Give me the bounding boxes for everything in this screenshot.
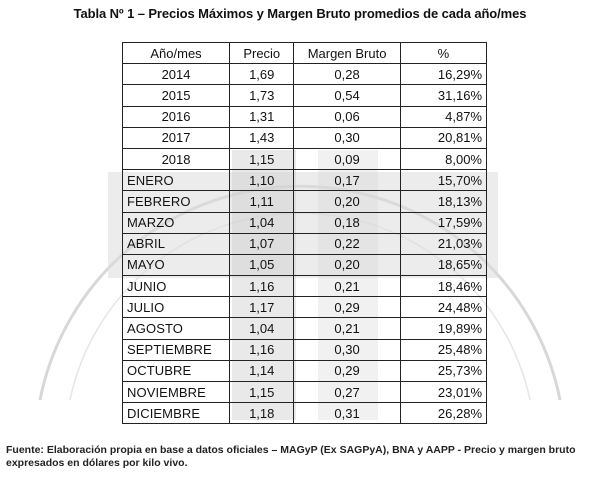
cell-price: 1,43 [229,126,295,149]
cell-period: ABRIL [121,232,231,255]
cell-percent: 18,46% [399,275,488,298]
table-title: Tabla Nº 1 – Precios Máximos y Margen Br… [73,6,527,21]
cell-period: ENERO [121,169,231,192]
table-row: 2014 1,69 0,28 16,29% [121,63,488,86]
cell-price: 1,31 [229,105,295,128]
cell-price: 1,16 [229,275,295,298]
cell-percent: 24,48% [399,296,488,319]
table-body: 2014 1,69 0,28 16,29% 2015 1,73 0,54 31,16% 2016… [121,63,488,425]
cell-gross-margin: 0,20 [293,190,401,213]
table-row: ABRIL 1,07 0,22 21,03% [121,232,488,255]
column-header-percent: % [399,41,488,65]
table-row: 2017 1,43 0,30 20,81% [121,126,488,149]
cell-gross-margin: 0,09 [293,147,401,171]
cell-period: DICIEMBRE [121,402,231,425]
cell-period: MARZO [121,211,231,234]
cell-period: MAYO [121,253,231,277]
table-row: MAYO 1,05 0,20 18,65% [121,253,488,277]
cell-gross-margin: 0,20 [293,253,401,277]
column-header-period: Año/mes [121,41,231,65]
cell-percent: 23,01% [399,380,488,404]
cell-price: 1,11 [229,190,295,213]
cell-gross-margin: 0,27 [293,380,401,404]
cell-gross-margin: 0,21 [293,317,401,340]
table-row: 2015 1,73 0,54 31,16% [121,84,488,107]
cell-period: OCTUBRE [121,359,231,383]
cell-period: JULIO [121,296,231,319]
cell-price: 1,17 [229,296,295,319]
cell-price: 1,69 [229,63,295,86]
cell-gross-margin: 0,29 [293,296,401,319]
cell-percent: 15,70% [399,169,488,192]
table-row: DICIEMBRE 1,18 0,31 26,28% [121,402,488,425]
cell-period: 2018 [121,147,231,171]
table-row: OCTUBRE 1,14 0,29 25,73% [121,359,488,383]
cell-gross-margin: 0,18 [293,211,401,234]
cell-percent: 20,81% [399,126,488,149]
cell-price: 1,16 [229,338,295,361]
cell-price: 1,18 [229,402,295,425]
cell-gross-margin: 0,30 [293,126,401,149]
table-row: 2018 1,15 0,09 8,00% [121,147,488,171]
table-row: SEPTIEMBRE 1,16 0,30 25,48% [121,338,488,361]
cell-percent: 26,28% [399,402,488,425]
column-header-price: Precio [229,41,295,65]
cell-percent: 8,00% [399,147,488,171]
cell-gross-margin: 0,28 [293,63,401,86]
column-header-gross-margin: Margen Bruto [293,41,401,65]
cell-percent: 25,73% [399,359,488,383]
cell-gross-margin: 0,22 [293,232,401,255]
cell-percent: 25,48% [399,338,488,361]
cell-gross-margin: 0,21 [293,275,401,298]
table-row: NOVIEMBRE 1,15 0,27 23,01% [121,380,488,404]
cell-price: 1,04 [229,317,295,340]
source-note: Fuente: Elaboración propia en base a dat… [6,444,576,469]
cell-period: FEBRERO [121,190,231,213]
cell-percent: 4,87% [399,105,488,128]
cell-period: 2017 [121,126,231,149]
cell-percent: 31,16% [399,84,488,107]
price-margin-table: Año/mes Precio Margen Bruto % 2014 1,69 0,… [121,41,488,425]
table-row: JULIO 1,17 0,29 24,48% [121,296,488,319]
cell-period: JUNIO [121,275,231,298]
cell-period: AGOSTO [121,317,231,340]
cell-period: SEPTIEMBRE [121,338,231,361]
cell-period: 2015 [121,84,231,107]
cell-price: 1,15 [229,380,295,404]
table-row: AGOSTO 1,04 0,21 19,89% [121,317,488,340]
cell-gross-margin: 0,31 [293,402,401,425]
cell-price: 1,73 [229,84,295,107]
cell-price: 1,14 [229,359,295,383]
cell-price: 1,05 [229,253,295,277]
cell-price: 1,15 [229,147,295,171]
cell-price: 1,10 [229,169,295,192]
cell-gross-margin: 0,06 [293,105,401,128]
cell-period: 2014 [121,63,231,86]
table-row: ENERO 1,10 0,17 15,70% [121,169,488,192]
cell-percent: 16,29% [399,63,488,86]
cell-gross-margin: 0,17 [293,169,401,192]
cell-period: 2016 [121,105,231,128]
cell-percent: 21,03% [399,232,488,255]
table-row: MARZO 1,04 0,18 17,59% [121,211,488,234]
cell-gross-margin: 0,30 [293,338,401,361]
cell-gross-margin: 0,29 [293,359,401,383]
table-row: JUNIO 1,16 0,21 18,46% [121,275,488,298]
cell-period: NOVIEMBRE [121,380,231,404]
cell-percent: 18,13% [399,190,488,213]
table-row: 2016 1,31 0,06 4,87% [121,105,488,128]
cell-price: 1,04 [229,211,295,234]
cell-percent: 17,59% [399,211,488,234]
cell-percent: 19,89% [399,317,488,340]
table-header-row: Año/mes Precio Margen Bruto % [121,41,488,65]
cell-price: 1,07 [229,232,295,255]
cell-percent: 18,65% [399,253,488,277]
cell-gross-margin: 0,54 [293,84,401,107]
table-row: FEBRERO 1,11 0,20 18,13% [121,190,488,213]
